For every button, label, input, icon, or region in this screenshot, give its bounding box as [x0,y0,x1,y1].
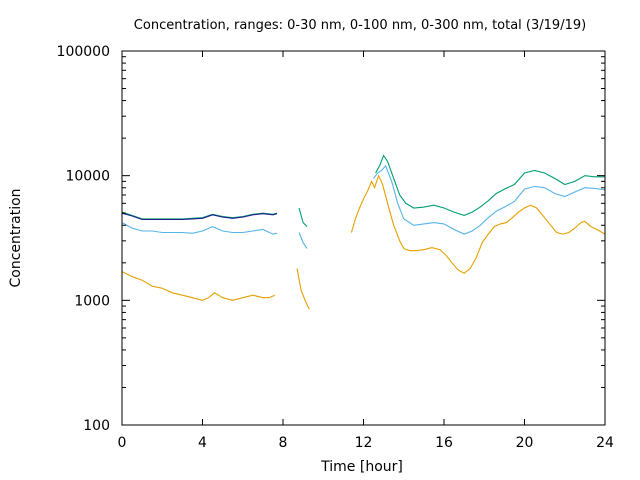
series-layer [121,154,606,310]
y-tick-label: 1000 [74,293,110,309]
y-tick-label: 10000 [65,169,110,185]
x-tick-label: 8 [279,435,288,451]
x-axis-title: Time [hour] [320,459,403,475]
series-line-2 [121,164,606,249]
x-tick-label: 0 [118,435,127,451]
tick-layer: 0 4 8 12 16 20 24 100 1000 10000 100000 [57,44,614,451]
x-tick-label: 20 [516,435,534,451]
y-tick-label: 100000 [57,44,110,60]
y-axis-title: Concentration [8,188,24,287]
y-tick-label: 100 [83,418,110,434]
series-line-4 [121,212,278,221]
x-tick-label: 4 [198,435,207,451]
x-tick-label: 12 [355,435,373,451]
chart-title: Concentration, ranges: 0-30 nm, 0-100 nm… [134,18,586,33]
plot-frame [121,50,606,426]
series-line-1 [121,174,606,310]
series-line-3 [121,154,605,227]
axes-layer [121,50,606,426]
x-tick-label: 24 [596,435,614,451]
x-tick-label: 16 [435,435,453,451]
